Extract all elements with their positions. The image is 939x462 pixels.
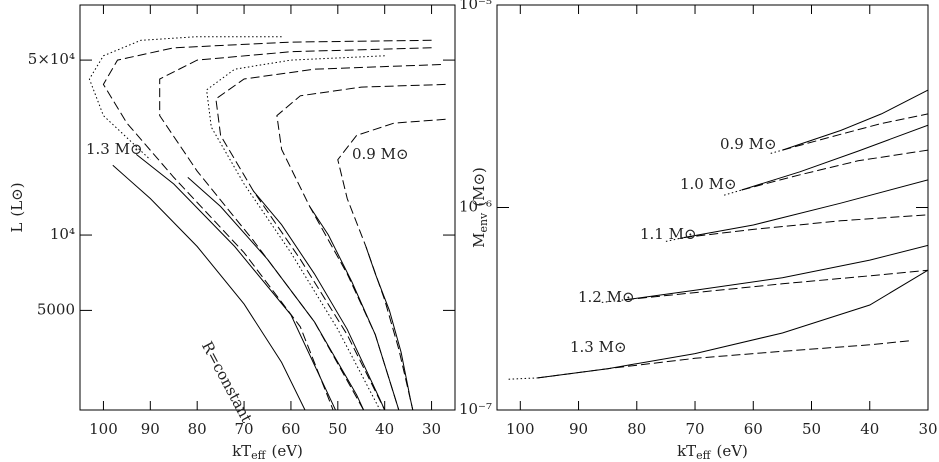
y-label-sub: env (477, 212, 490, 233)
track-line (741, 124, 928, 191)
annotation: 1.2 M⊙ (578, 288, 635, 306)
annotation: 0.9 M⊙ (352, 145, 409, 163)
track-line (782, 89, 928, 151)
track-line (309, 206, 400, 410)
x-tick-label: 80 (627, 420, 646, 438)
track-line (337, 118, 446, 410)
plot-frame (79, 4, 456, 411)
x-label-sub: eff (251, 449, 267, 462)
annotation: 1.1 M⊙ (640, 225, 697, 243)
y-axis-label: L (L⊙) (8, 182, 26, 232)
track-line (187, 177, 365, 410)
x-tick-label: 30 (918, 420, 937, 438)
y-axis-label: Menv (M⊙) (470, 167, 490, 248)
track-line (102, 39, 432, 410)
track-line (782, 113, 928, 151)
x-tick-label: 60 (744, 420, 763, 438)
y-label-unit: (L⊙) (8, 182, 26, 216)
track-line (206, 55, 385, 410)
track-line (215, 64, 441, 410)
y-tick-label: 5000 (37, 300, 75, 318)
track-line (508, 377, 538, 380)
x-tick-label: 40 (860, 420, 879, 438)
track-line (537, 269, 928, 379)
y-tick-label: 10⁴ (50, 225, 75, 243)
x-tick-label: 70 (235, 420, 254, 438)
track-line (683, 179, 928, 239)
track-line (741, 149, 928, 191)
track-line (365, 246, 414, 410)
x-label-unit: (eV) (717, 442, 748, 460)
x-axis-label: kTeff (eV) (232, 442, 303, 462)
track-line (88, 36, 282, 161)
x-label-sub: eff (696, 449, 712, 462)
track-line (665, 237, 684, 242)
track-line (723, 189, 742, 196)
track-line (537, 340, 911, 379)
y-label-unit: (M⊙) (470, 167, 488, 207)
x-axis-label: kTeff (eV) (677, 442, 748, 462)
track-line (625, 244, 928, 301)
x-tick-label: 60 (281, 420, 300, 438)
track-line (625, 269, 928, 301)
annotation: 1.3 M⊙ (570, 338, 627, 356)
y-label-main: L (8, 223, 26, 233)
x-label-main: kT (677, 442, 696, 460)
x-tick-label: 70 (685, 420, 704, 438)
track-line (112, 164, 306, 410)
x-tick-label: 50 (328, 420, 347, 438)
y-tick-label: 10⁻⁶ (459, 198, 492, 216)
x-tick-label: 90 (141, 420, 160, 438)
annotation: 0.9 M⊙ (720, 135, 777, 153)
x-tick-label: 100 (506, 420, 535, 438)
x-tick-label: 80 (188, 420, 207, 438)
y-tick-label: 5×10⁴ (28, 50, 75, 68)
annotation: 1.3 M⊙ (86, 140, 143, 158)
x-label-unit: (eV) (272, 442, 303, 460)
track-line (683, 214, 928, 239)
track-line (276, 83, 446, 410)
y-label-main: M (470, 233, 488, 248)
annotation: R=constant (198, 338, 256, 425)
annotation: 1.0 M⊙ (680, 175, 737, 193)
x-label-main: kT (232, 442, 251, 460)
track-line (135, 154, 336, 410)
x-tick-label: 90 (569, 420, 588, 438)
x-tick-label: 100 (89, 420, 118, 438)
x-tick-label: 50 (802, 420, 821, 438)
y-tick-label: 10⁻⁵ (459, 0, 492, 13)
y-tick-label: 10⁻⁷ (459, 400, 492, 418)
track-line (253, 190, 386, 410)
x-tick-label: 30 (422, 420, 441, 438)
track-line (159, 47, 432, 410)
x-tick-label: 40 (375, 420, 394, 438)
